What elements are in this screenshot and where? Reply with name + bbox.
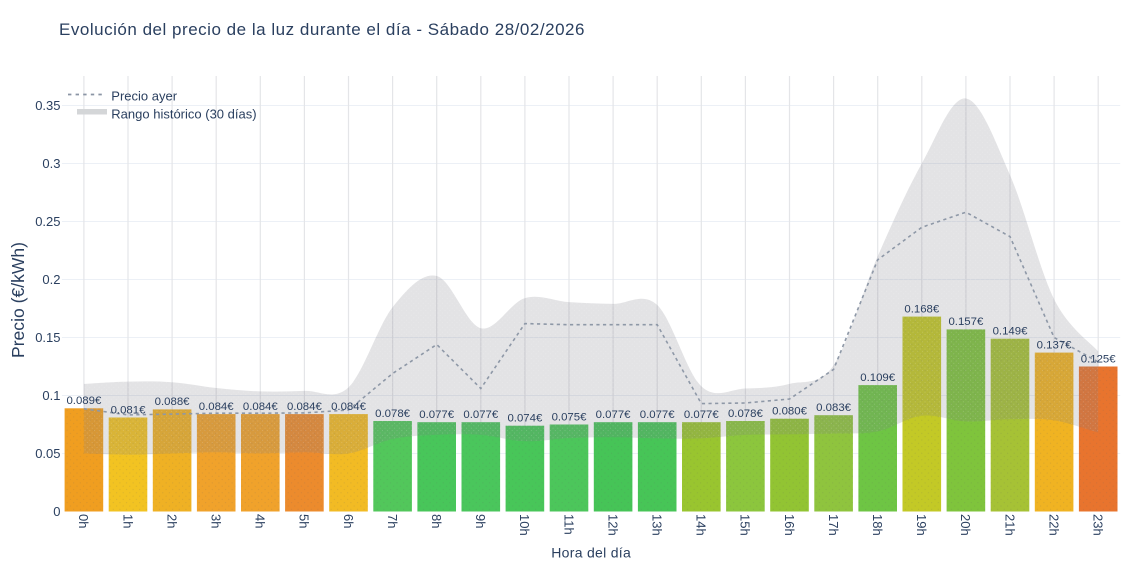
svg-text:0.081€: 0.081€ — [111, 404, 147, 416]
svg-text:Precio ayer: Precio ayer — [111, 88, 177, 103]
svg-text:0.089€: 0.089€ — [66, 395, 102, 407]
svg-text:Evolución del precio de la luz: Evolución del precio de la luz durante e… — [59, 20, 585, 39]
svg-text:0.080€: 0.080€ — [772, 406, 808, 418]
svg-text:0.35: 0.35 — [35, 98, 60, 113]
svg-text:0.137€: 0.137€ — [1037, 339, 1073, 351]
svg-text:0.083€: 0.083€ — [816, 402, 852, 414]
svg-text:0.084€: 0.084€ — [331, 401, 367, 413]
svg-text:0.084€: 0.084€ — [199, 401, 235, 413]
svg-text:11h: 11h — [561, 514, 576, 535]
svg-text:0h: 0h — [76, 514, 91, 528]
svg-text:0.084€: 0.084€ — [287, 401, 323, 413]
svg-text:20h: 20h — [958, 514, 973, 536]
svg-text:0.25: 0.25 — [35, 214, 60, 229]
svg-text:Precio (€/kWh): Precio (€/kWh) — [8, 242, 28, 358]
svg-text:0.074€: 0.074€ — [507, 413, 543, 425]
svg-text:0.078€: 0.078€ — [728, 408, 764, 420]
svg-text:14h: 14h — [694, 514, 709, 536]
svg-text:0.077€: 0.077€ — [640, 409, 676, 421]
svg-text:16h: 16h — [782, 514, 797, 536]
svg-text:9h: 9h — [473, 514, 488, 528]
svg-text:19h: 19h — [914, 514, 929, 536]
svg-text:0.1: 0.1 — [42, 388, 60, 403]
svg-text:0.088€: 0.088€ — [155, 396, 191, 408]
svg-text:6h: 6h — [341, 514, 356, 528]
svg-text:0.149€: 0.149€ — [993, 326, 1029, 338]
svg-text:18h: 18h — [870, 514, 885, 536]
svg-text:0.078€: 0.078€ — [375, 408, 411, 420]
svg-text:17h: 17h — [826, 514, 841, 536]
svg-text:Hora del día: Hora del día — [551, 545, 631, 561]
svg-text:0: 0 — [53, 504, 60, 519]
svg-text:2h: 2h — [164, 514, 179, 528]
svg-text:15h: 15h — [738, 514, 753, 536]
svg-text:4h: 4h — [253, 514, 268, 528]
svg-text:22h: 22h — [1046, 514, 1061, 536]
svg-text:0.109€: 0.109€ — [860, 372, 896, 384]
svg-text:8h: 8h — [429, 514, 444, 528]
svg-text:3h: 3h — [209, 514, 224, 528]
svg-text:0.084€: 0.084€ — [243, 401, 279, 413]
svg-text:0.168€: 0.168€ — [904, 303, 940, 315]
svg-text:5h: 5h — [297, 514, 312, 528]
svg-text:0.077€: 0.077€ — [596, 409, 632, 421]
svg-text:12h: 12h — [605, 514, 620, 536]
svg-text:0.077€: 0.077€ — [419, 409, 455, 421]
svg-text:0.125€: 0.125€ — [1081, 353, 1117, 365]
svg-text:13h: 13h — [650, 514, 665, 536]
svg-text:10h: 10h — [517, 514, 532, 536]
svg-text:21h: 21h — [1002, 514, 1017, 536]
svg-text:Rango histórico (30 días): Rango histórico (30 días) — [111, 107, 256, 122]
svg-text:0.077€: 0.077€ — [463, 409, 499, 421]
svg-text:0.3: 0.3 — [42, 156, 60, 171]
svg-text:0.2: 0.2 — [42, 272, 60, 287]
svg-text:0.077€: 0.077€ — [684, 409, 720, 421]
svg-text:0.075€: 0.075€ — [552, 411, 588, 423]
svg-text:7h: 7h — [385, 514, 400, 528]
svg-text:0.15: 0.15 — [35, 330, 60, 345]
svg-text:0.157€: 0.157€ — [948, 316, 984, 328]
svg-text:23h: 23h — [1091, 514, 1106, 536]
svg-text:1h: 1h — [120, 514, 135, 528]
svg-text:0.05: 0.05 — [35, 446, 60, 461]
